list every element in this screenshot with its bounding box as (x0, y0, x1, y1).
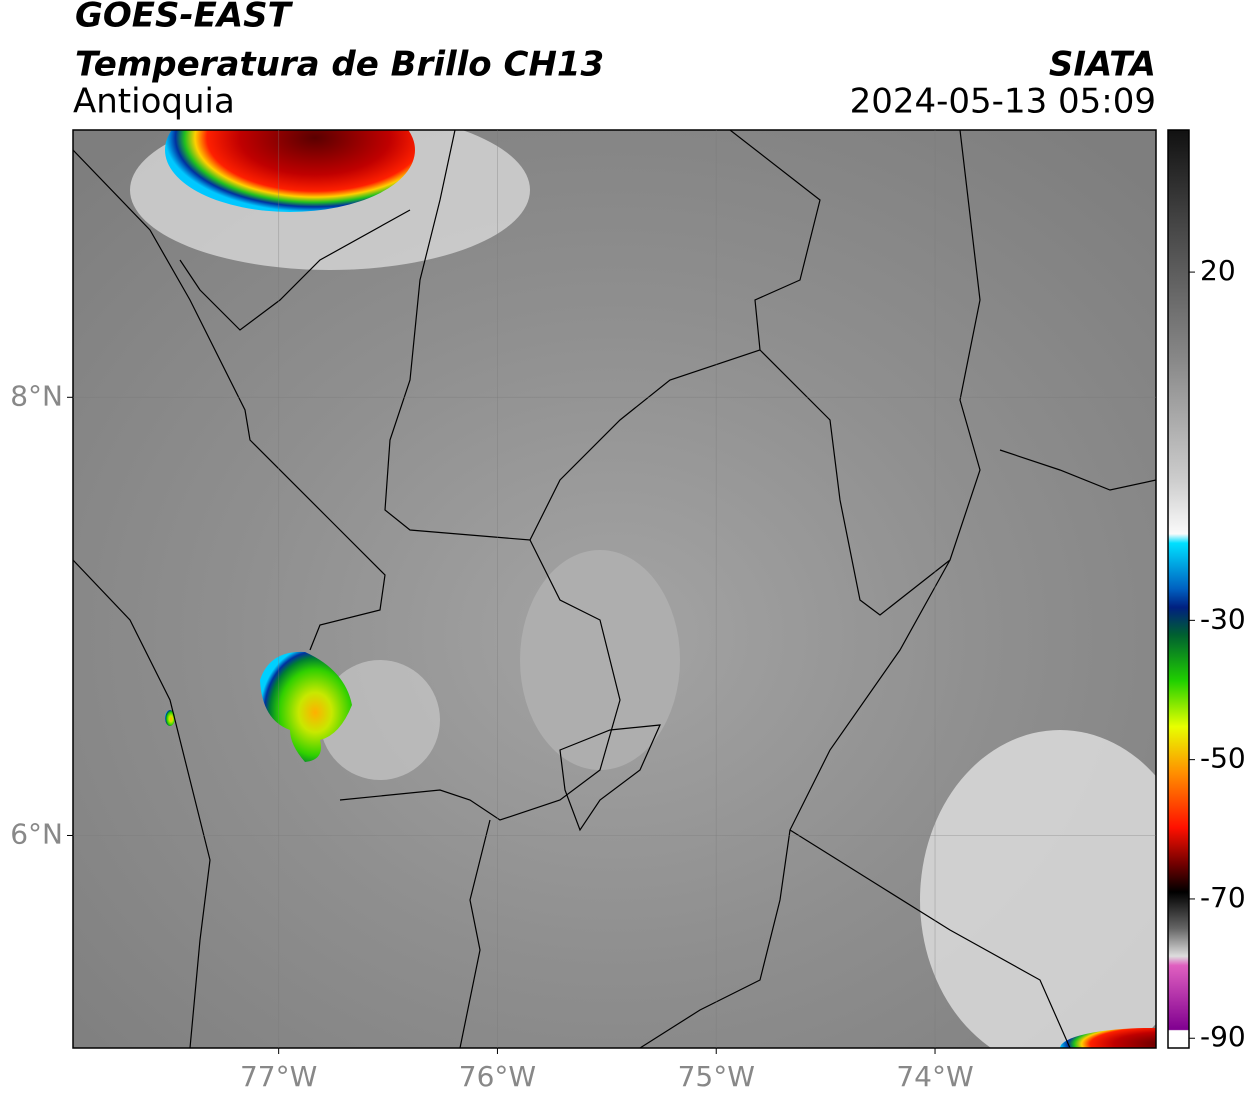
region: Antioquia (73, 82, 235, 122)
y-tick-label: 8°N (10, 379, 63, 412)
x-tick-label: 74°W (896, 1060, 973, 1093)
colorbar-label: -70 (1200, 881, 1246, 914)
x-tick-label: 76°W (459, 1060, 536, 1093)
colorbar-label: 20 (1200, 254, 1236, 287)
datetime: 2024-05-13 05:09 (850, 82, 1156, 122)
map-image (73, 130, 1156, 1048)
map-frame (72, 129, 1157, 1049)
colorbar-label: -30 (1200, 602, 1246, 635)
colorbar (1167, 129, 1190, 1049)
y-tick-label: 6°N (10, 817, 63, 850)
colorbar-label: -50 (1200, 742, 1246, 775)
product: Temperatura de Brillo CH13 (75, 45, 604, 85)
source: SIATA (1049, 45, 1156, 85)
x-tick-label: 75°W (678, 1060, 755, 1093)
colorbar-label: -90 (1200, 1020, 1246, 1053)
satellite: GOES-EAST (75, 0, 294, 36)
x-tick-label: 77°W (240, 1060, 317, 1093)
